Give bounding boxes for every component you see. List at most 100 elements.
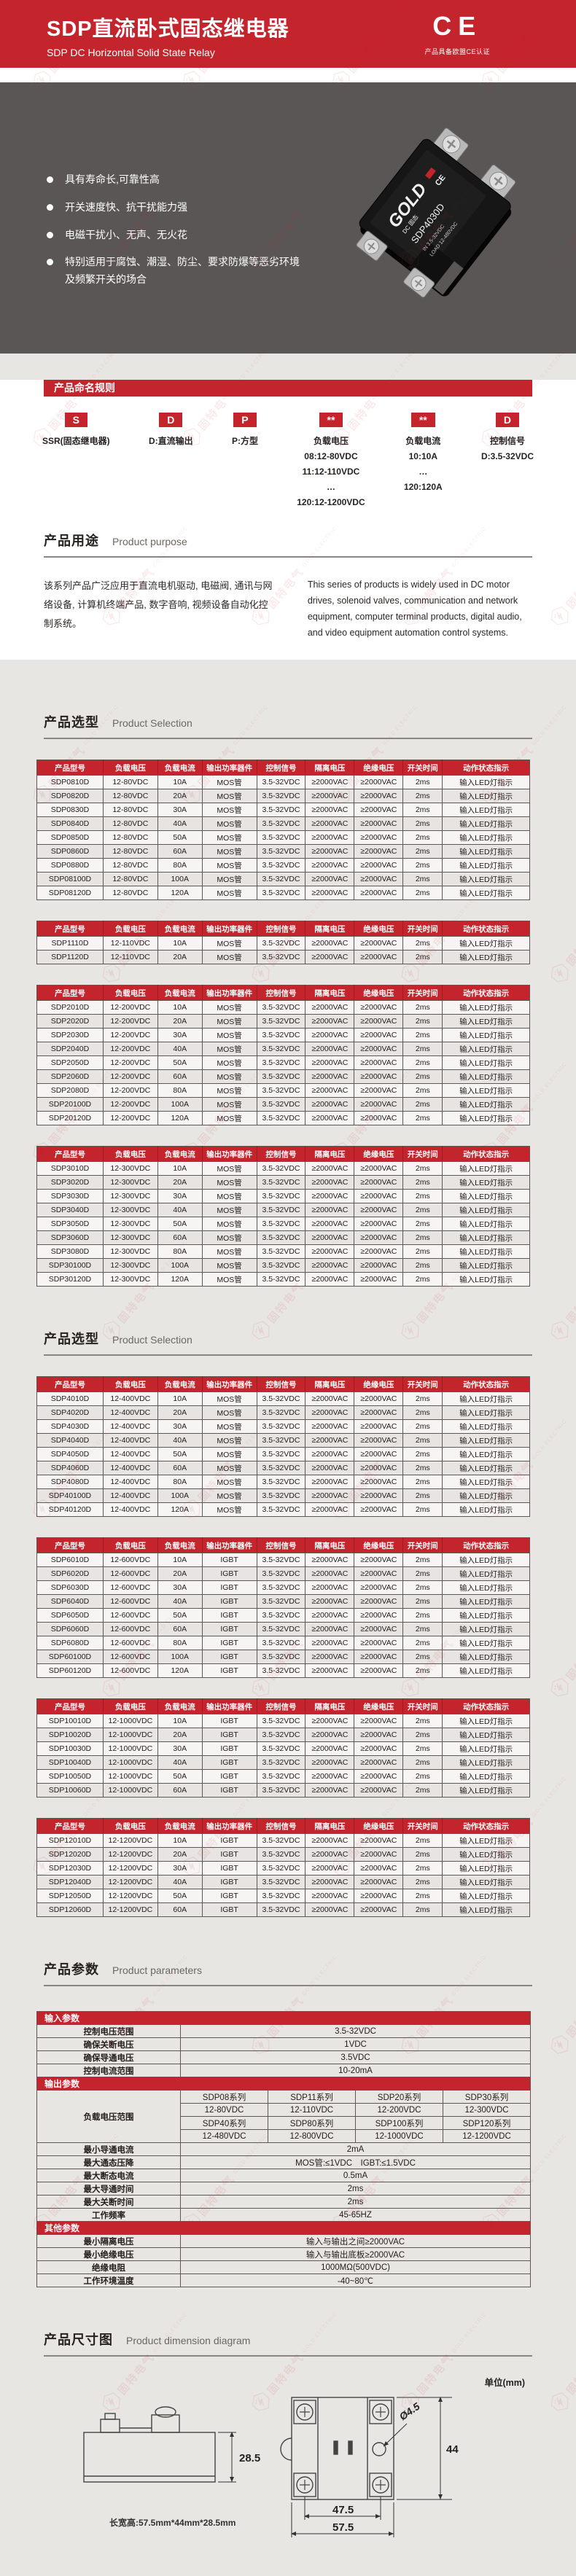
section-title-cn: 产品选型	[44, 715, 99, 730]
table-cell: 12-1200VDC	[102, 1861, 158, 1876]
column-header: 输出功率器件	[201, 1818, 257, 1834]
table-cell: ≥2000VAC	[305, 950, 355, 964]
table-cell: 2ms	[402, 1553, 443, 1567]
table-row: SDP3080D 12-300VDC 80A MOS管 3.5-32VDC ≥2000VA…	[36, 1244, 530, 1259]
table-cell: MOS管	[201, 1230, 257, 1245]
table-cell: MOS管	[201, 803, 257, 817]
column-header: 负载电流	[157, 760, 203, 776]
front-view	[280, 2397, 394, 2500]
table-cell: 3.5-32VDC	[256, 1230, 306, 1245]
naming-code-box: P	[233, 413, 257, 427]
table-cell: 2ms	[402, 1419, 443, 1434]
table-cell: 30A	[157, 1189, 203, 1203]
naming-purpose-section: 产品命名规则 S SSR(固态继电器) D D:直流输出 P P:方型 ** 负载电压 08:1…	[0, 380, 576, 660]
table-cell: SDP3040D	[36, 1203, 104, 1217]
table-cell: SDP12050D	[36, 1889, 104, 1903]
table-cell: SDP4060D	[36, 1461, 104, 1475]
table-cell: 3.5-32VDC	[256, 1028, 306, 1042]
purpose-text-cn: 该系列产品广泛应用于直流电机驱动, 电磁阀, 通讯与网络设备, 计算机终端产品,…	[44, 580, 273, 629]
table-cell: 12-200VDC	[102, 1028, 158, 1042]
table-cell: MOS管	[201, 1502, 257, 1517]
section-title-en: Product Selection	[112, 1334, 192, 1346]
table-cell: 12-1000VDC	[102, 1755, 158, 1770]
table-cell: 3.5-32VDC	[256, 858, 306, 873]
table-cell: 12-200VDC	[102, 1042, 158, 1056]
table-cell: 3.5-32VDC	[256, 1083, 306, 1098]
product-photo: GOLD DC 固态 SDP4030D IN 3.5-32VDC LOAD 12…	[338, 88, 531, 343]
table-row: SDP30100D 12-300VDC 100A MOS管 3.5-32VDC ≥2000…	[36, 1258, 530, 1273]
naming-code-box: **	[319, 413, 343, 427]
table-cell: ≥2000VAC	[305, 1392, 355, 1406]
table-row: SDP12030D 12-1200VDC 30A IGBT 3.5-32VDC ≥2000…	[36, 1861, 530, 1876]
parameter-grid-cell: SDP100系列	[355, 2116, 443, 2130]
table-cell: 2ms	[402, 950, 443, 964]
table-cell: 80A	[157, 1636, 203, 1650]
column-header: 输出功率器件	[201, 1698, 257, 1714]
column-header: 绝缘电压	[354, 985, 404, 1001]
naming-column: D D:直流输出	[149, 413, 193, 510]
parameter-label: 控制电压范围	[36, 2024, 181, 2038]
table-cell: 12-600VDC	[102, 1663, 158, 1678]
product-selection-table: 产品型号 负载电压 负载电流 输出功率器件 控制信号 隔离电压 绝缘电压 开关时间 动作状态指示…	[36, 1537, 530, 1678]
table-cell: 40A	[157, 1042, 203, 1056]
table-cell: 12-400VDC	[102, 1433, 158, 1448]
column-header: 产品型号	[36, 985, 104, 1001]
table-row: SDP10030D 12-1000VDC 30A IGBT 3.5-32VDC ≥2000…	[36, 1741, 530, 1756]
table-cell: ≥2000VAC	[354, 816, 404, 831]
table-row: SDP6040D 12-600VDC 40A IGBT 3.5-32VDC ≥2000VA…	[36, 1594, 530, 1609]
table-row: SDP10010D 12-1000VDC 10A IGBT 3.5-32VDC ≥2000…	[36, 1714, 530, 1728]
table-cell: 2ms	[402, 1069, 443, 1084]
table-cell: 20A	[157, 1728, 203, 1742]
naming-column: S SSR(固态继电器)	[42, 413, 110, 510]
table-cell: 3.5-32VDC	[256, 1461, 306, 1475]
table-cell: 12-400VDC	[102, 1419, 158, 1434]
table-cell: SDP10030D	[36, 1741, 104, 1756]
table-header-row: 产品型号 负载电压 负载电流 输出功率器件 控制信号 隔离电压 绝缘电压 开关时间 动作状态指示	[36, 1698, 530, 1714]
table-cell: 100A	[157, 1488, 203, 1503]
table-cell: 12-1200VDC	[102, 1889, 158, 1903]
column-header: 负载电压	[102, 1376, 158, 1392]
table-cell: ≥2000VAC	[305, 1161, 355, 1176]
table-cell: 12-1200VDC	[102, 1847, 158, 1862]
column-header: 产品型号	[36, 1376, 104, 1392]
table-cell: ≥2000VAC	[305, 775, 355, 789]
table-row: SDP30120D 12-300VDC 120A MOS管 3.5-32VDC ≥2000…	[36, 1272, 530, 1287]
table-cell: 12-600VDC	[102, 1622, 158, 1636]
table-cell: 2ms	[402, 1875, 443, 1889]
table-cell: ≥2000VAC	[354, 1419, 404, 1434]
parameter-label: 最小绝缘电压	[36, 2247, 181, 2261]
table-cell: 2ms	[402, 1392, 443, 1406]
parameter-label: 工作频率	[36, 2208, 181, 2222]
table-row: SDP20100D 12-200VDC 100A MOS管 3.5-32VDC ≥2000…	[36, 1097, 530, 1112]
table-cell: ≥2000VAC	[305, 844, 355, 859]
table-cell: MOS管	[201, 1069, 257, 1084]
feature-item: 特别适用于腐蚀、潮湿、防尘、要求防爆等恶劣环境及频繁开关的场合	[47, 254, 309, 289]
table-cell: 12-300VDC	[102, 1272, 158, 1287]
table-cell: 3.5-32VDC	[256, 1203, 306, 1217]
table-cell: 输入LED灯指示	[442, 1392, 530, 1406]
table-cell: ≥2000VAC	[305, 1069, 355, 1084]
table-cell: 2ms	[402, 789, 443, 803]
table-cell: IGBT	[201, 1608, 257, 1623]
naming-column: ** 负载电压 08:12-80VDC 11:12-110VDC … 120:12-120…	[297, 413, 365, 510]
table-cell: SDP0830D	[36, 803, 104, 817]
table-cell: ≥2000VAC	[305, 1755, 355, 1770]
table-row: SDP12020D 12-1200VDC 20A IGBT 3.5-32VDC ≥2000…	[36, 1847, 530, 1862]
table-cell: 2ms	[402, 1028, 443, 1042]
table-cell: 输入LED灯指示	[442, 1875, 530, 1889]
table-cell: SDP6030D	[36, 1580, 104, 1595]
parameter-row: 最小隔离电压 输入与输出之间≥2000VAC	[36, 2234, 532, 2248]
table-cell: 3.5-32VDC	[256, 1042, 306, 1056]
table-cell: ≥2000VAC	[354, 1258, 404, 1273]
table-cell: 10A	[157, 1714, 203, 1728]
table-cell: 10A	[157, 1833, 203, 1848]
table-cell: 2ms	[402, 1566, 443, 1581]
parameter-grid-cell: SDP120系列	[442, 2116, 532, 2130]
parameter-label: 最大通态压降	[36, 2155, 181, 2169]
table-cell: ≥2000VAC	[305, 1447, 355, 1461]
table-cell: 输入LED灯指示	[442, 1502, 530, 1517]
table-cell: 12-200VDC	[102, 1111, 158, 1125]
table-cell: ≥2000VAC	[354, 1461, 404, 1475]
table-cell: 输入LED灯指示	[442, 1097, 530, 1112]
table-cell: ≥2000VAC	[305, 1028, 355, 1042]
